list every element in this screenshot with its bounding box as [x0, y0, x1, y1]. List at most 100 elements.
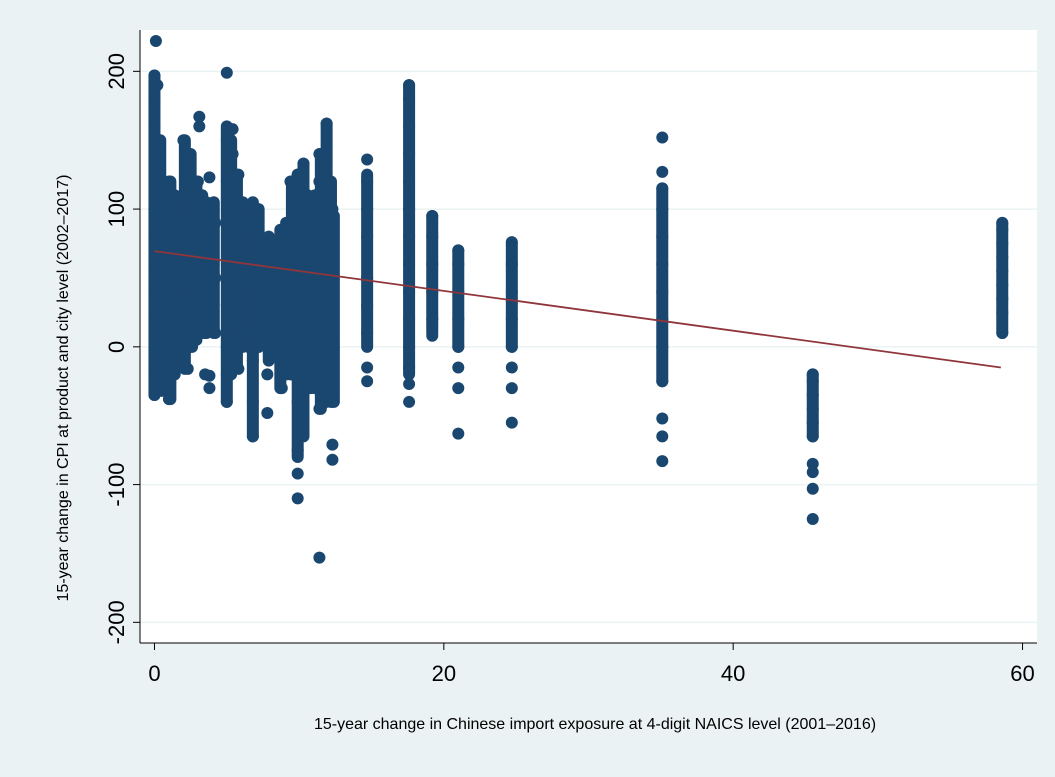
data-point-64	[209, 327, 222, 340]
data-point-17	[155, 340, 168, 353]
data-point-195	[656, 412, 669, 425]
data-point-36	[177, 244, 190, 257]
data-point-29	[162, 175, 175, 188]
data-point-135	[313, 175, 326, 188]
data-point-164	[403, 230, 416, 243]
data-point-208	[806, 466, 819, 479]
data-point-42	[181, 203, 194, 216]
data-point-101	[267, 340, 280, 353]
data-point-72	[220, 216, 233, 229]
data-point-56	[199, 271, 212, 284]
data-point-61	[203, 258, 216, 271]
data-point-110	[284, 258, 297, 271]
data-point-129	[304, 216, 317, 229]
data-point-185	[505, 416, 518, 429]
data-point-148	[361, 375, 374, 388]
data-point-44	[186, 340, 199, 353]
data-point-196	[656, 375, 669, 388]
data-point-190	[505, 285, 518, 298]
data-point-161	[403, 313, 416, 326]
data-point-137	[320, 382, 333, 395]
data-point-143	[326, 438, 339, 451]
data-point-88	[238, 271, 251, 284]
data-point-38	[177, 134, 190, 147]
data-point-187	[505, 361, 518, 374]
data-point-52	[193, 120, 206, 133]
data-point-73	[220, 175, 233, 188]
data-point-138	[320, 327, 333, 340]
data-point-60	[203, 313, 216, 326]
data-point-132	[313, 340, 326, 353]
data-point-53	[193, 110, 206, 123]
data-point-1	[148, 368, 161, 381]
data-point-179	[452, 361, 465, 374]
data-point-10	[148, 120, 161, 133]
data-point-188	[505, 340, 518, 353]
data-point-215	[806, 368, 819, 381]
data-point-207	[806, 482, 819, 495]
data-point-81	[226, 123, 239, 136]
data-point-120	[297, 423, 310, 436]
data-point-58	[203, 369, 216, 382]
data-point-39	[181, 362, 194, 375]
data-point-156	[361, 153, 374, 166]
data-point-182	[452, 285, 465, 298]
data-point-209	[806, 457, 819, 470]
data-point-173	[426, 285, 439, 298]
data-point-9	[148, 147, 161, 160]
data-point-106	[275, 271, 288, 284]
y-tick-label-2: 0	[104, 341, 129, 353]
data-point-122	[297, 313, 310, 326]
data-point-16	[155, 384, 168, 397]
data-point-13	[149, 35, 162, 48]
data-point-91	[246, 395, 259, 408]
data-point-224	[996, 216, 1009, 229]
data-point-219	[996, 278, 1009, 291]
data-point-105	[275, 327, 288, 340]
data-point-65	[209, 271, 222, 284]
data-point-89	[238, 216, 251, 229]
x-tick-label-2: 40	[721, 661, 745, 686]
data-point-152	[361, 271, 374, 284]
data-point-15	[152, 134, 165, 147]
data-point-26	[162, 354, 175, 367]
data-point-90	[246, 430, 259, 443]
data-point-31	[167, 313, 180, 326]
data-point-123	[297, 258, 310, 271]
data-point-170	[403, 79, 416, 92]
data-point-84	[232, 258, 245, 271]
data-point-70	[220, 299, 233, 312]
data-point-171	[426, 329, 439, 342]
data-point-98	[252, 230, 265, 243]
data-point-176	[426, 209, 439, 222]
y-tick-label-3: 100	[104, 191, 129, 228]
data-point-153	[361, 230, 374, 243]
data-point-87	[238, 327, 251, 340]
fit-line	[154, 250, 1001, 369]
data-point-146	[326, 271, 339, 284]
data-point-203	[656, 182, 669, 195]
data-point-108	[284, 368, 297, 381]
data-point-86	[232, 168, 245, 181]
data-point-14	[151, 79, 164, 92]
data-point-160	[403, 340, 416, 353]
data-point-206	[806, 513, 819, 526]
fit-line-group	[154, 250, 1001, 369]
data-point-116	[291, 340, 304, 353]
data-point-92	[246, 354, 259, 367]
data-point-169	[403, 92, 416, 105]
data-point-6	[148, 230, 161, 243]
x-tick-label-3: 60	[1010, 661, 1034, 686]
x-tick-label-1: 20	[432, 661, 456, 686]
data-point-199	[656, 285, 669, 298]
data-point-118	[291, 230, 304, 243]
data-point-157	[403, 395, 416, 408]
data-point-102	[267, 285, 280, 298]
data-point-112	[291, 492, 304, 505]
data-point-218	[996, 292, 1009, 305]
data-point-109	[284, 313, 297, 326]
data-point-193	[656, 455, 669, 468]
data-point-33	[167, 189, 180, 202]
data-point-96	[252, 340, 265, 353]
